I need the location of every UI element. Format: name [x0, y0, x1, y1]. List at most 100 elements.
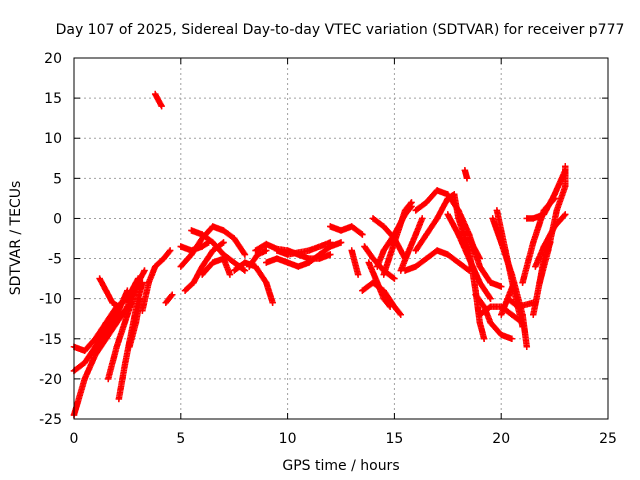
data-point	[562, 163, 569, 170]
data-point	[361, 243, 368, 250]
data-point	[412, 247, 419, 254]
data-point	[523, 215, 531, 222]
data-point	[530, 215, 537, 222]
series-arc15	[198, 255, 234, 278]
data-point	[151, 263, 159, 270]
data-point	[354, 271, 362, 278]
y-tick-label: -15	[39, 332, 62, 348]
data-point	[263, 279, 270, 286]
data-point	[263, 259, 270, 266]
y-tick-label: -25	[39, 412, 62, 428]
data-point	[305, 259, 313, 266]
data-point	[252, 247, 259, 254]
data-point	[455, 215, 462, 222]
data-point	[188, 251, 195, 258]
data-point	[444, 191, 451, 198]
data-point	[487, 319, 494, 326]
data-marks	[70, 90, 569, 419]
data-point	[145, 279, 152, 286]
data-point	[391, 239, 398, 246]
data-point	[81, 375, 88, 383]
data-point	[158, 102, 165, 110]
data-point	[273, 247, 281, 254]
data-point	[401, 267, 409, 274]
data-point	[241, 251, 249, 258]
data-point	[502, 247, 509, 254]
data-point	[461, 167, 469, 174]
data-point	[480, 335, 488, 342]
data-point	[181, 287, 189, 294]
data-point	[540, 211, 548, 218]
data-point	[536, 279, 543, 286]
x-tick-label: 5	[176, 431, 185, 447]
data-point	[124, 287, 131, 294]
data-point	[209, 239, 217, 246]
data-point	[423, 255, 430, 262]
data-point	[562, 183, 569, 190]
data-point	[109, 299, 116, 306]
data-point	[433, 215, 441, 222]
series-marks	[348, 247, 362, 278]
series-marks	[139, 247, 174, 314]
y-tick-label: 0	[53, 211, 62, 227]
data-point	[160, 255, 167, 262]
data-point	[397, 311, 405, 318]
data-point	[532, 263, 539, 270]
series-arc8	[139, 247, 174, 314]
data-point	[151, 90, 159, 98]
data-point	[551, 191, 558, 198]
data-point	[487, 295, 494, 302]
series-arc29	[397, 215, 426, 274]
data-point	[139, 307, 146, 314]
data-point	[177, 263, 184, 270]
data-point	[327, 223, 334, 230]
data-point	[391, 275, 398, 282]
data-point	[523, 343, 531, 350]
y-tick-label: -5	[48, 252, 62, 268]
data-point	[476, 255, 484, 262]
data-point	[139, 279, 146, 286]
data-point	[498, 311, 505, 318]
data-point	[504, 295, 511, 302]
data-point	[269, 299, 276, 306]
series-arc10	[162, 291, 176, 306]
data-point	[209, 247, 217, 254]
data-point	[122, 359, 129, 367]
data-point	[544, 247, 552, 254]
series-arc35	[461, 167, 471, 182]
data-point	[190, 279, 197, 286]
x-tick-label: 15	[385, 431, 403, 447]
data-point	[115, 395, 123, 403]
data-point	[327, 251, 334, 258]
data-point	[209, 259, 217, 266]
data-point	[408, 199, 415, 206]
data-point	[348, 223, 355, 230]
data-point	[295, 263, 302, 270]
data-point	[433, 247, 441, 254]
data-point	[245, 263, 253, 270]
y-tick-label: 5	[53, 171, 62, 187]
data-point	[96, 275, 103, 282]
data-point	[380, 223, 387, 230]
plot-frame	[73, 57, 609, 420]
series-arc22	[348, 247, 362, 278]
y-axis-label: SDTVAR / TECUs	[8, 181, 24, 296]
data-point	[423, 199, 430, 206]
data-point	[337, 227, 345, 234]
data-point	[493, 207, 501, 214]
data-point	[113, 343, 120, 350]
data-point	[104, 375, 112, 383]
data-point	[515, 303, 522, 310]
data-point	[404, 251, 411, 258]
data-point	[369, 255, 377, 262]
series-arc32	[412, 187, 505, 290]
series-arc13	[181, 239, 227, 294]
series-arc17	[245, 247, 270, 270]
data-point	[444, 211, 451, 218]
series-arc47	[536, 163, 569, 286]
data-point	[365, 259, 372, 266]
axis-ticks: 0 5 10 15 20 25 -25 -20 -15 -10 -5 0 5 10 15 20	[39, 51, 617, 447]
data-point	[519, 279, 526, 286]
data-point	[124, 311, 131, 318]
